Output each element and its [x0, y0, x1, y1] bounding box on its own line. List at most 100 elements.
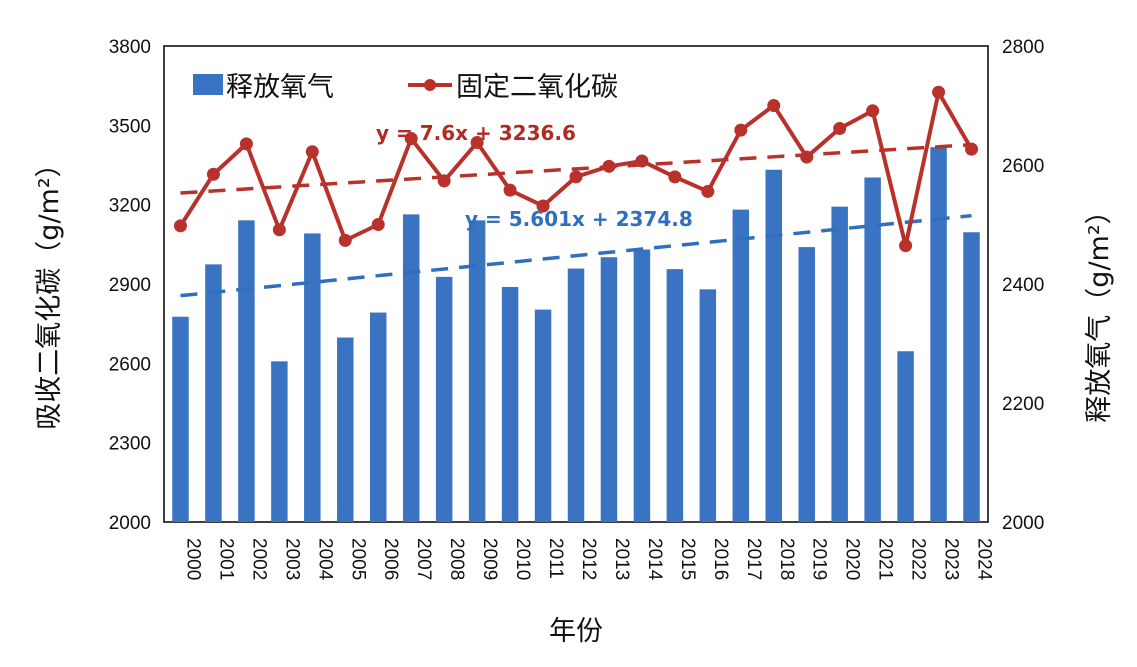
bar-2003: [271, 361, 288, 522]
line-point-2000: [173, 219, 187, 233]
line-point-2006: [371, 218, 385, 231]
line-point-2019: [800, 150, 814, 164]
line-point-2015: [668, 170, 682, 184]
bar-2022: [897, 351, 914, 522]
legend: 释放氧气 固定二氧化碳: [193, 72, 618, 103]
y-left-tick-2000: 2000: [109, 513, 151, 534]
x-tick-2001: 2001: [215, 538, 236, 580]
bar-2002: [238, 220, 255, 522]
bar-2018: [765, 169, 782, 522]
bar-2021: [864, 177, 881, 522]
line-point-2002: [239, 137, 253, 151]
y-right-tick-2800: 2800: [1002, 37, 1044, 58]
line-point-2012: [569, 170, 583, 184]
x-tick-2012: 2012: [578, 538, 599, 580]
x-tick-2014: 2014: [644, 538, 665, 581]
line-point-2013: [602, 159, 616, 173]
line-point-2021: [866, 104, 880, 118]
trendline-oxygen: [180, 213, 972, 298]
legend-swatch-co2-marker: [424, 79, 436, 91]
line-point-2022: [899, 239, 913, 253]
line-point-2018: [767, 99, 781, 112]
line-point-2023: [932, 85, 946, 99]
bar-2000: [172, 316, 189, 522]
y-right-tick-2200: 2200: [1002, 394, 1044, 415]
trendline-co2: [180, 142, 972, 195]
x-tick-2016: 2016: [710, 538, 731, 580]
line-point-2016: [701, 184, 715, 198]
x-tick-2018: 2018: [776, 538, 797, 580]
x-tick-2024: 2024: [974, 538, 995, 581]
ticks-layer: 2000 2300 2600 2900 3200 3500 3800 2000 2200 2400…: [109, 37, 1045, 581]
x-tick-2006: 2006: [380, 538, 401, 580]
legend-swatch-oxygen: [193, 74, 223, 95]
line-point-2007: [404, 132, 418, 146]
x-axis-title: 年份: [549, 616, 603, 647]
x-tick-2007: 2007: [413, 538, 434, 580]
line-point-2020: [833, 122, 847, 136]
x-tick-2002: 2002: [248, 538, 269, 580]
line-point-2014: [635, 154, 649, 168]
trend-layer: [180, 142, 972, 298]
line-point-2003: [272, 223, 286, 237]
bar-2010: [501, 286, 519, 522]
x-tick-2020: 2020: [842, 538, 863, 580]
x-tick-2017: 2017: [743, 538, 764, 580]
y-left-tick-2300: 2300: [109, 434, 151, 455]
bar-2023: [930, 147, 947, 522]
x-tick-2023: 2023: [941, 538, 962, 580]
bar-2014: [633, 249, 651, 523]
x-tick-2021: 2021: [875, 538, 896, 580]
bar-2024: [963, 232, 980, 523]
x-tick-2022: 2022: [908, 538, 929, 580]
y-axis-right-title: 释放氧气（g/m²）: [1084, 197, 1115, 422]
x-tick-2003: 2003: [281, 538, 302, 580]
x-tick-2005: 2005: [347, 538, 368, 580]
bar-2019: [798, 247, 815, 523]
x-tick-2013: 2013: [611, 538, 632, 580]
bar-2013: [600, 257, 618, 522]
line-point-2001: [206, 167, 220, 181]
x-tick-2015: 2015: [677, 538, 698, 580]
legend-label-oxygen: 释放氧气: [226, 72, 334, 103]
bar-2020: [831, 206, 848, 522]
y-axis-left-title: 吸收二氧化碳（g/m²）: [34, 150, 65, 429]
x-tick-2004: 2004: [314, 538, 335, 581]
y-right-tick-2600: 2600: [1002, 156, 1044, 177]
bar-2007: [402, 214, 420, 522]
x-tick-2000: 2000: [182, 538, 203, 580]
line-point-2010: [503, 183, 517, 197]
line-point-2024: [965, 142, 979, 156]
bar-2012: [567, 268, 585, 522]
line-point-2011: [536, 199, 550, 213]
trendline-equation-oxygen: y = 5.601x + 2374.8: [465, 207, 693, 231]
bar-2005: [337, 337, 354, 522]
x-tick-2019: 2019: [809, 538, 830, 580]
x-tick-2008: 2008: [446, 538, 467, 580]
x-tick-2009: 2009: [479, 538, 500, 580]
legend-label-co2: 固定二氧化碳: [456, 72, 618, 103]
y-right-tick-2400: 2400: [1002, 275, 1044, 296]
line-point-2017: [734, 123, 748, 137]
bar-2008: [435, 276, 453, 522]
line-point-2004: [305, 145, 319, 159]
bars-layer: [172, 147, 980, 523]
trendline-equation-co2: y = 7.6x + 3236.6: [376, 121, 576, 145]
bar-2015: [666, 269, 684, 522]
bar-2001: [205, 264, 222, 522]
x-tick-2011: 2011: [545, 538, 566, 579]
line-point-2008: [437, 174, 451, 188]
y-left-tick-3500: 3500: [109, 116, 151, 137]
bar-2004: [304, 233, 321, 523]
y-right-tick-2000: 2000: [1002, 513, 1044, 534]
y-left-tick-3200: 3200: [109, 196, 151, 217]
bar-2009: [468, 220, 486, 522]
line-point-2005: [338, 233, 352, 247]
bar-2016: [699, 289, 717, 522]
bar-2006: [370, 312, 387, 522]
y-left-tick-2600: 2600: [109, 354, 151, 375]
line-point-2009: [470, 136, 484, 150]
y-left-tick-2900: 2900: [109, 275, 151, 296]
